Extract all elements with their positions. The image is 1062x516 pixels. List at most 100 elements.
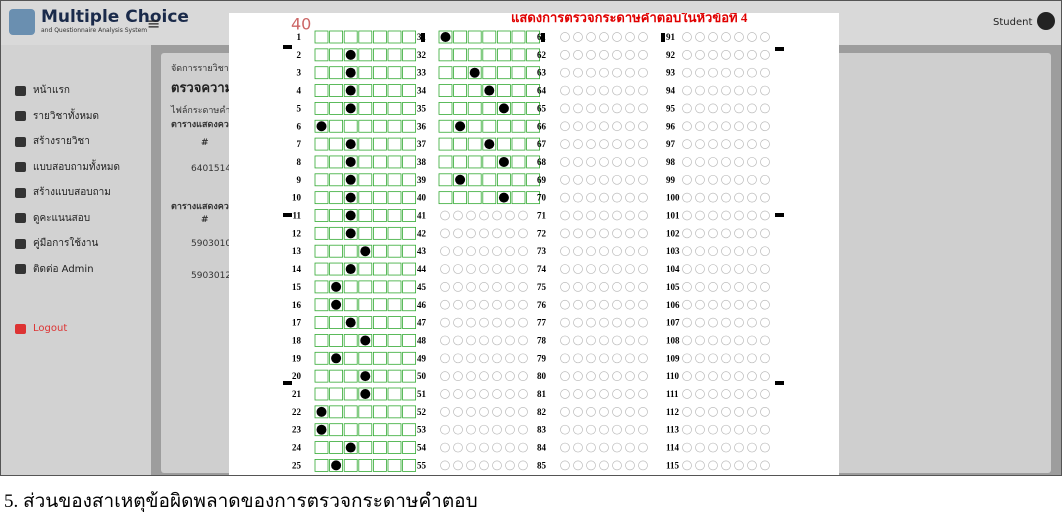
question-number: 79 [537,353,547,363]
filled-bubble [316,406,327,417]
answer-box [343,30,358,44]
answer-bubble [682,210,692,221]
answer-bubble [453,407,463,417]
answer-box [358,441,373,454]
answer-box [372,280,387,294]
answer-bubble [708,228,718,239]
answer-box [372,423,387,437]
answer-bubble [695,389,705,399]
menu-item[interactable]: หน้าแรก [15,83,70,98]
answer-bubble [505,246,515,257]
answer-box [467,173,482,187]
answer-box [387,351,402,365]
answer-bubble [573,389,583,399]
menu-item[interactable]: แบบสอบถามทั้งหมด [15,160,120,175]
answer-bubble [586,210,596,221]
answer-bubble [573,442,583,453]
question-number: 37 [417,139,427,149]
answer-box [387,369,402,383]
answer-box [314,280,329,294]
answer-bubble [625,299,635,310]
answer-bubble [440,460,450,471]
answer-box [314,369,329,383]
question-number: 40 [417,193,427,203]
answer-box [343,351,358,365]
answer-bubble [682,424,692,435]
answer-bubble [695,407,705,417]
answer-bubble [682,192,692,203]
answer-bubble [708,32,718,42]
menu-item[interactable]: ติดต่อ Admin [15,262,94,277]
question-number: 31 [417,32,427,42]
answer-bubble [586,335,596,346]
answer-bubble [708,85,718,96]
menu-label: สร้างรายวิชา [33,136,90,147]
filled-bubble [345,103,356,114]
registration-mark [775,47,784,51]
answer-box [314,387,329,401]
answer-bubble [560,192,570,203]
answer-bubble [573,246,583,257]
answer-box [358,351,373,365]
answer-bubble [518,335,528,346]
answer-bubble [573,49,583,60]
answer-bubble [625,424,635,435]
menu-item[interactable]: คู่มือการใช้งาน [15,236,98,251]
answer-bubble [695,210,705,221]
answer-bubble [625,353,635,364]
answer-box [526,66,541,80]
answer-bubble [599,389,609,399]
answer-bubble [599,317,609,328]
answer-bubble [573,228,583,239]
answer-bubble [586,317,596,328]
answer-bubble [560,282,570,292]
user-icon[interactable] [1037,12,1055,30]
table-header: # [201,215,209,225]
answer-bubble [734,335,744,346]
menu-item[interactable]: สร้างรายวิชา [15,134,90,149]
question-number: 7 [297,139,302,149]
answer-box [387,387,402,401]
question-number: 14 [292,264,302,274]
answer-box [511,48,526,62]
menu-item[interactable]: ดูคะแนนสอบ [15,211,90,226]
table-title: ตารางแสดงควา [171,120,234,130]
answer-bubble [760,389,770,399]
answer-bubble [453,299,463,310]
question-number: 65 [537,103,547,113]
question-number: 84 [537,443,547,453]
answer-bubble [760,139,770,149]
answer-bubble [721,67,731,78]
answer-bubble [747,460,757,471]
answer-box [526,137,541,151]
answer-bubble [573,460,583,471]
question-number: 71 [537,211,547,221]
answer-box [511,66,526,80]
menu-item[interactable]: รายวิชาทั้งหมด [15,109,99,124]
answer-box [438,119,453,133]
menu-item[interactable]: สร้างแบบสอบถาม [15,185,111,200]
answer-box [402,66,417,80]
question-number: 91 [666,32,676,42]
answer-box [402,102,417,115]
answer-bubble [560,246,570,257]
user-name[interactable]: Student [993,17,1033,28]
answer-box [526,84,541,97]
registration-mark [283,381,292,385]
answer-bubble [492,246,502,257]
answer-bubble [479,424,489,435]
answer-bubble [760,317,770,328]
answer-bubble [734,282,744,292]
answer-box [453,84,468,97]
answer-bubble [492,317,502,328]
question-number: 54 [417,443,427,453]
answer-box [372,48,387,62]
answer-bubble [747,228,757,239]
logout[interactable]: Logout [15,323,67,334]
menu-toggle[interactable]: ≡ [147,14,161,33]
answer-bubble [492,299,502,310]
answer-bubble [760,228,770,239]
answer-bubble [560,460,570,471]
answer-box [387,458,402,472]
answer-box [453,66,468,80]
